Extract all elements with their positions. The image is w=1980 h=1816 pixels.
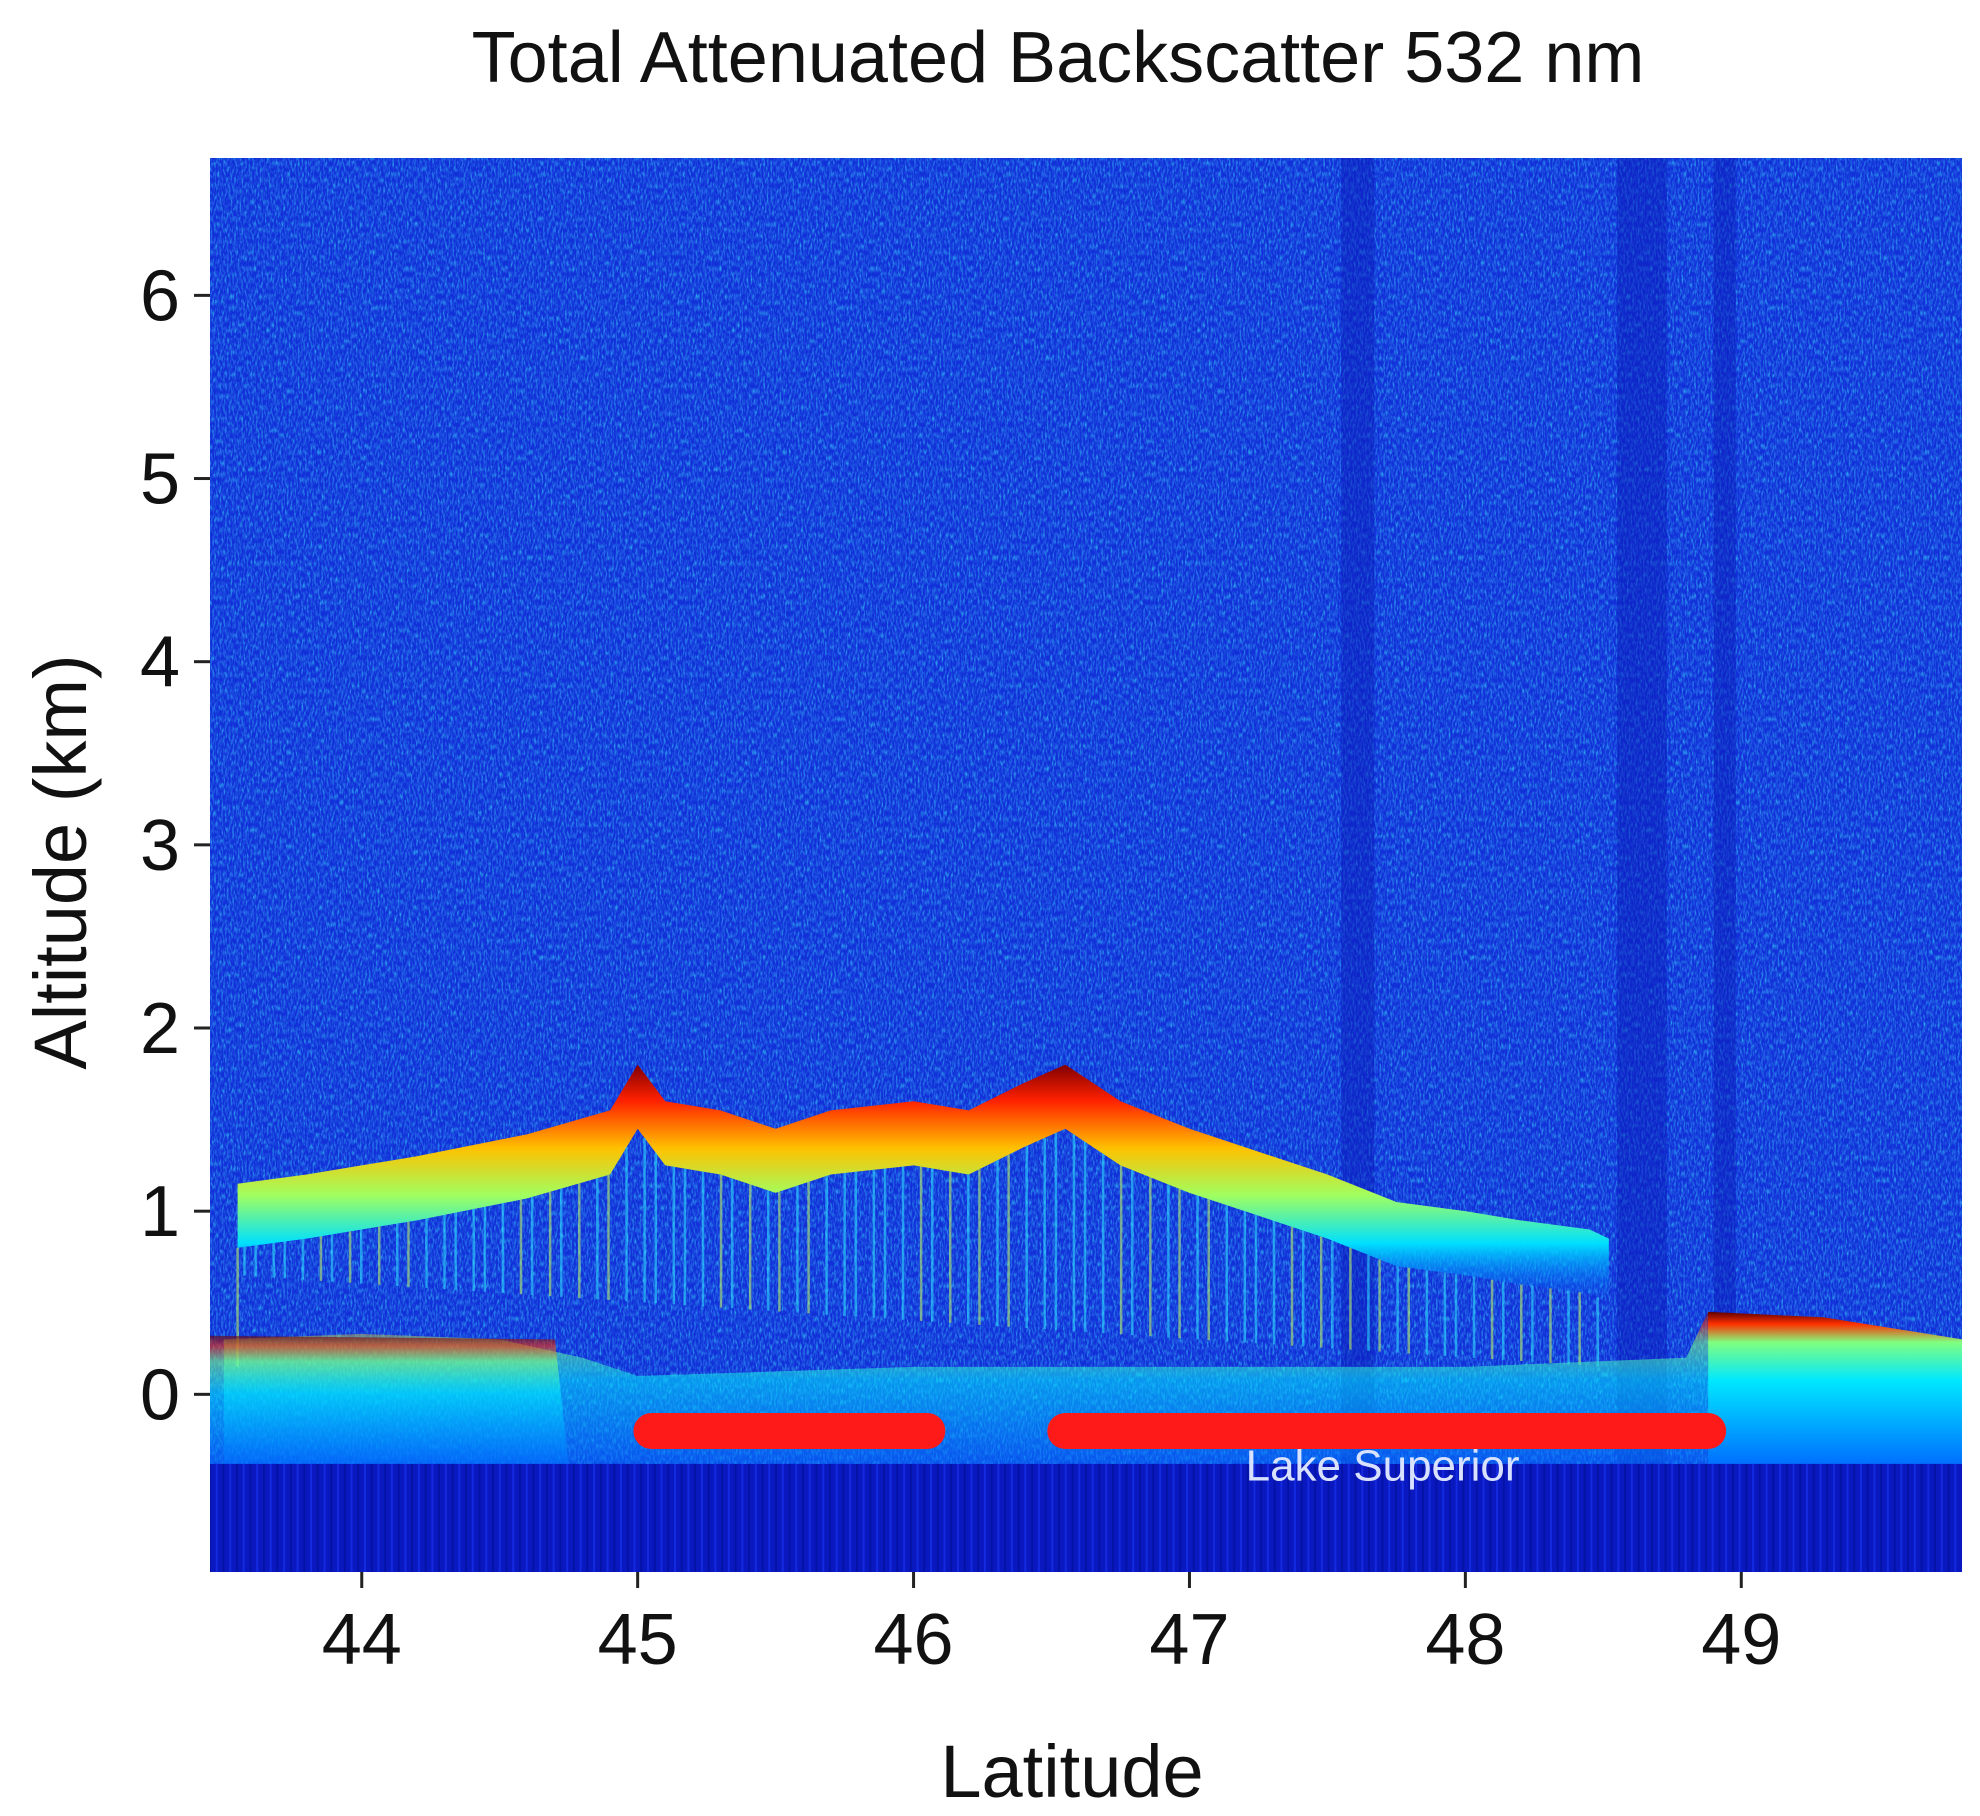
y-axis-label: Altitude (km) bbox=[19, 654, 102, 1069]
x-tick-label: 49 bbox=[1701, 1600, 1781, 1680]
x-tick-label: 45 bbox=[598, 1600, 678, 1680]
attenuation-streak bbox=[1713, 158, 1736, 1572]
attenuation-streak bbox=[1617, 158, 1667, 1572]
y-tick-label: 3 bbox=[140, 806, 180, 886]
y-tick-label: 5 bbox=[140, 440, 180, 520]
chart-title: Total Attenuated Backscatter 532 nm bbox=[472, 18, 1645, 98]
attenuation-streak bbox=[1341, 158, 1375, 1572]
x-tick-label: 44 bbox=[322, 1600, 402, 1680]
cloud-layer bbox=[237, 1064, 1609, 1303]
y-tick-label: 1 bbox=[140, 1172, 180, 1252]
x-tick-label: 48 bbox=[1425, 1600, 1505, 1680]
y-tick-label: 2 bbox=[140, 989, 180, 1069]
x-axis: 44 45 46 47 48 49 bbox=[322, 1572, 1781, 1680]
annotation-label: Lake Superior bbox=[1246, 1441, 1520, 1490]
backscatter-noise bbox=[210, 158, 1962, 1572]
x-tick-label: 46 bbox=[874, 1600, 954, 1680]
y-tick-label: 0 bbox=[140, 1355, 180, 1435]
y-tick-label: 6 bbox=[140, 256, 180, 336]
y-tick-label: 4 bbox=[140, 623, 180, 703]
ground-return-left bbox=[210, 1335, 569, 1464]
ground-return-right bbox=[1708, 1311, 1962, 1464]
y-axis: 0 1 2 3 4 5 6 bbox=[140, 256, 210, 1435]
x-tick-label: 47 bbox=[1149, 1600, 1229, 1680]
x-axis-label: Latitude bbox=[940, 1730, 1203, 1811]
